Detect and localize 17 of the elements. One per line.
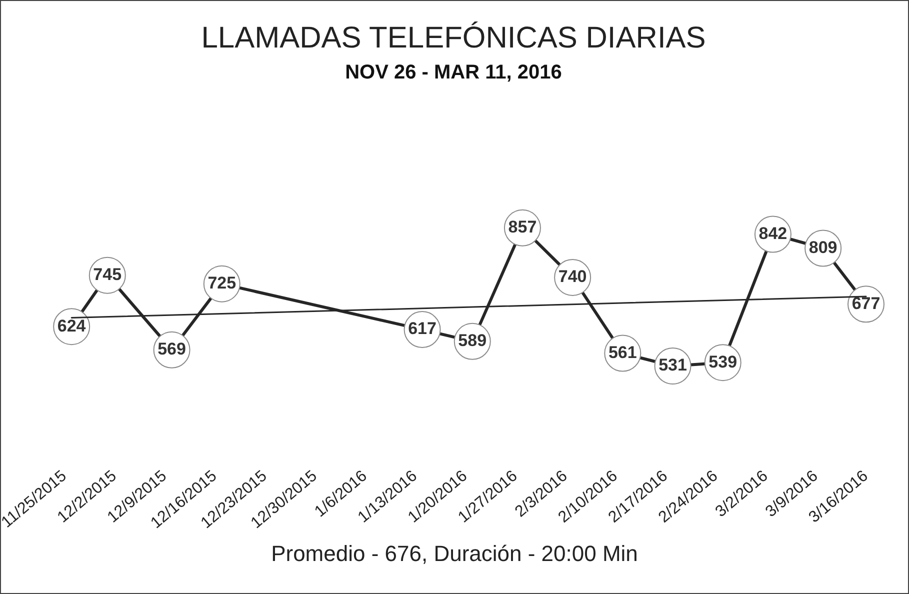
data-label: 539 xyxy=(708,352,738,372)
text: Promedio - 676, Duración - 20:00 Min xyxy=(270,541,639,567)
data-label: 624 xyxy=(57,316,86,336)
data-label: 531 xyxy=(658,356,687,375)
data-label: 745 xyxy=(93,265,122,284)
data-label: 740 xyxy=(558,267,587,286)
data-label: 809 xyxy=(808,238,838,257)
data-label: 842 xyxy=(758,224,788,243)
data-label: 569 xyxy=(158,340,186,359)
data-label: 617 xyxy=(408,319,436,338)
data-label: 561 xyxy=(608,342,637,362)
chart-title: LLAMADAS TELEFÓNICAS DIARIAS xyxy=(201,20,706,54)
chart-subtitle: NOV 26 - MAR 11, 2016 xyxy=(345,62,562,84)
data-label: 725 xyxy=(208,274,236,293)
data-label: 589 xyxy=(458,331,487,350)
data-label: 677 xyxy=(852,294,880,313)
data-label: 857 xyxy=(508,218,537,237)
